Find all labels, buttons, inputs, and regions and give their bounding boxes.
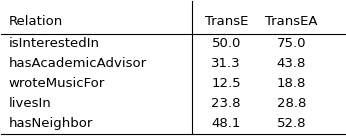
Text: TransE: TransE (204, 15, 248, 28)
Text: 12.5: 12.5 (211, 77, 241, 90)
Text: livesIn: livesIn (8, 97, 51, 110)
Text: 31.3: 31.3 (211, 57, 241, 70)
Text: 50.0: 50.0 (211, 37, 241, 50)
Text: 75.0: 75.0 (277, 37, 306, 50)
Text: 28.8: 28.8 (277, 97, 306, 110)
Text: TransEA: TransEA (265, 15, 318, 28)
Text: hasNeighbor: hasNeighbor (8, 117, 93, 130)
Text: 43.8: 43.8 (277, 57, 306, 70)
Text: wroteMusicFor: wroteMusicFor (8, 77, 104, 90)
Text: isInterestedIn: isInterestedIn (8, 37, 99, 50)
Text: 48.1: 48.1 (211, 117, 241, 130)
Text: 52.8: 52.8 (277, 117, 306, 130)
Text: Relation: Relation (8, 15, 63, 28)
Text: hasAcademicAdvisor: hasAcademicAdvisor (8, 57, 146, 70)
Text: 23.8: 23.8 (211, 97, 241, 110)
Text: 18.8: 18.8 (277, 77, 306, 90)
